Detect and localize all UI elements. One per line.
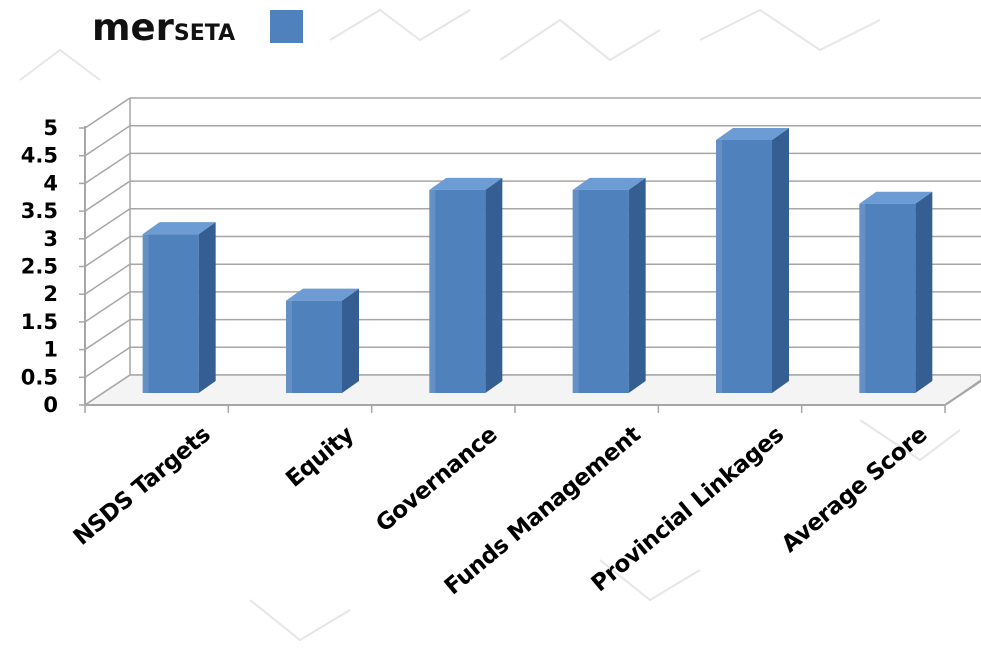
gridlines <box>84 97 981 406</box>
bar-side <box>485 177 503 393</box>
bar-side <box>342 288 359 393</box>
bar-highlight <box>859 203 866 393</box>
bar-side <box>628 177 646 393</box>
bar-4 <box>572 177 646 393</box>
bar-1 <box>142 222 216 393</box>
legend-swatch <box>270 10 303 43</box>
bars <box>142 128 933 393</box>
bar-highlight <box>572 189 579 393</box>
gridline-diagonal <box>84 291 131 323</box>
x-category-label: NSDS Targets <box>69 422 216 551</box>
bar-top <box>859 191 933 204</box>
gridline-diagonal <box>84 318 131 351</box>
y-tick-label: 3 <box>43 227 58 251</box>
y-tick-label: 0.5 <box>21 365 58 389</box>
y-tick-label: 2.5 <box>21 255 58 279</box>
bar-3 <box>429 177 503 393</box>
bar-2 <box>286 288 359 393</box>
gridline-diagonal <box>84 97 131 129</box>
y-tick-label: 0 <box>43 393 58 417</box>
y-tick-label: 1 <box>43 338 58 362</box>
bar-front <box>716 140 772 393</box>
y-tick-label: 2 <box>43 282 58 306</box>
gridline-diagonal <box>84 125 131 157</box>
bar-highlight <box>142 234 149 393</box>
gridline-diagonal <box>84 235 131 268</box>
bar-front <box>142 234 199 393</box>
x-category-label: Average Score <box>777 422 932 558</box>
bar-front <box>859 203 916 393</box>
bar-side <box>198 222 216 393</box>
gridline-diagonal <box>84 152 131 185</box>
x-axis-depth-line <box>944 379 981 406</box>
gridline-diagonal <box>84 263 131 295</box>
bar-top <box>572 177 646 190</box>
gridline-diagonal <box>84 346 131 378</box>
bar-top <box>429 177 503 190</box>
x-category-label: Equity <box>281 421 359 492</box>
bar-highlight <box>429 189 436 393</box>
gridline-diagonal <box>84 180 131 212</box>
gridline-diagonal <box>84 208 131 240</box>
y-axis-ticks: 0 0.5 1 1.5 2 2.5 3 3.5 4 4.5 5 <box>21 116 58 417</box>
bar-front <box>286 300 342 393</box>
y-tick-label: 5 <box>43 116 58 140</box>
bar-highlight <box>286 300 292 393</box>
bar-top <box>142 222 216 235</box>
x-category-label: Governance <box>371 422 502 538</box>
y-tick-label: 4 <box>43 171 58 195</box>
chart-floor <box>82 374 981 406</box>
background-pattern <box>19 8 961 642</box>
bar-side <box>772 128 789 393</box>
bar-6 <box>859 191 933 393</box>
bar-highlight <box>716 140 722 393</box>
y-tick-label: 1.5 <box>21 310 58 334</box>
y-tick-label: 3.5 <box>21 199 58 223</box>
legend-series-name: merSETA <box>92 6 235 49</box>
bar-top <box>716 128 789 140</box>
chart-legend: merSETA <box>92 6 303 49</box>
bar-5 <box>716 128 789 393</box>
y-tick-label: 4.5 <box>21 144 58 168</box>
bar-top <box>286 288 359 301</box>
bar-side <box>915 191 933 393</box>
bar-front <box>429 189 486 393</box>
bar-front <box>572 189 629 393</box>
